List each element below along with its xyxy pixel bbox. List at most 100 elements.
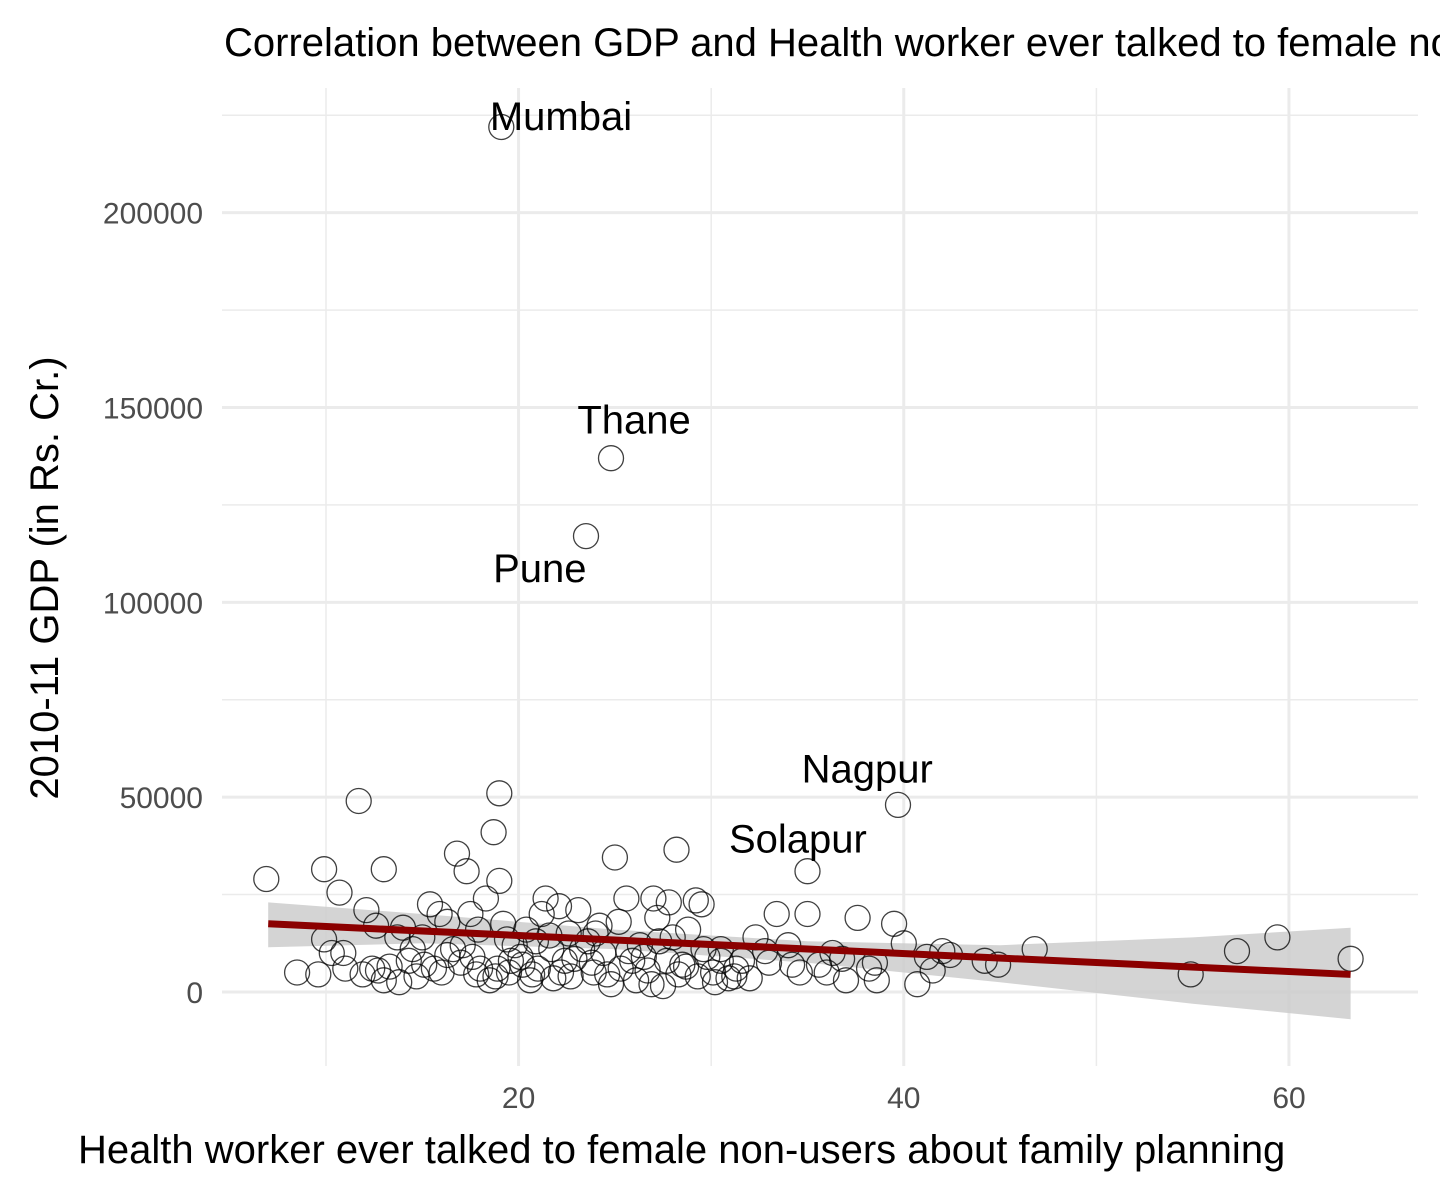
annotation-nagpur: Nagpur [802, 747, 933, 791]
data-point [701, 969, 729, 996]
annotation-mumbai: Mumbai [490, 95, 632, 139]
major-gridlines [222, 88, 1418, 1066]
data-point [653, 947, 681, 974]
data-point [688, 891, 715, 918]
data-point [613, 885, 640, 912]
data-point [682, 887, 709, 914]
x-tick-label: 60 [1272, 1082, 1305, 1115]
data-point [364, 957, 392, 984]
data-point [684, 963, 711, 990]
y-tick-label: 100000 [103, 587, 203, 620]
data-point [318, 939, 345, 967]
data-point [459, 943, 486, 971]
data-point [551, 947, 578, 974]
data-point [561, 945, 588, 972]
data-point [778, 951, 806, 978]
x-tick-label: 20 [502, 1082, 535, 1115]
chart-title: Correlation between GDP and Health worke… [224, 21, 1440, 65]
y-axis-tick-labels: 0 50000 100000 150000 200000 [103, 198, 203, 1010]
data-point [332, 955, 359, 982]
data-point [884, 791, 912, 819]
data-point [844, 904, 871, 932]
data-point [486, 867, 513, 895]
data-point [480, 819, 507, 846]
data-point [721, 963, 748, 990]
data-point [330, 939, 357, 967]
data-point [486, 780, 513, 807]
data-point [690, 935, 717, 963]
trend-line [268, 920, 1351, 978]
annotation-thane: Thane [577, 399, 690, 443]
data-point [638, 971, 665, 998]
data-point [601, 844, 629, 871]
data-point [443, 840, 471, 867]
data-point [310, 856, 338, 883]
data-point [488, 113, 515, 141]
data-point [707, 935, 734, 963]
data-point [605, 908, 632, 935]
data-point [557, 963, 584, 990]
data-point [794, 900, 821, 928]
data-point [253, 865, 280, 893]
data-point [522, 928, 550, 955]
data-point [305, 961, 332, 988]
data-point [426, 900, 453, 928]
data-point [904, 971, 931, 998]
point-annotations: Mumbai Thane Pune Nagpur Solapur [490, 95, 933, 862]
data-point [565, 896, 592, 924]
data-point [1264, 924, 1291, 951]
annotation-pune: Pune [493, 547, 586, 591]
x-axis-tick-labels: 20 40 60 [502, 1082, 1306, 1115]
data-point [509, 951, 536, 978]
data-point [786, 959, 813, 986]
data-point [283, 959, 311, 986]
data-point [607, 955, 634, 982]
data-point [457, 900, 484, 928]
data-point [555, 920, 582, 947]
x-tick-label: 40 [887, 1082, 920, 1115]
data-point [813, 959, 840, 986]
data-point [349, 961, 376, 988]
data-point [376, 953, 403, 980]
data-point [1223, 937, 1251, 965]
data-point [578, 949, 605, 976]
y-axis-title: 2010-11 GDP (in Rs. Cr.) [23, 356, 67, 799]
data-point [482, 963, 509, 990]
data-point [386, 969, 413, 996]
data-point [736, 965, 763, 992]
data-point [416, 891, 444, 918]
data-point [524, 955, 552, 982]
data-point [582, 920, 609, 947]
annotation-solapur: Solapur [729, 818, 867, 862]
data-point [655, 889, 682, 916]
y-tick-label: 200000 [103, 198, 203, 231]
y-tick-label: 0 [186, 977, 203, 1010]
data-point [597, 445, 625, 472]
data-point [420, 955, 448, 982]
data-point [663, 836, 690, 863]
data-point [665, 961, 692, 988]
data-point [493, 926, 521, 953]
y-tick-label: 50000 [120, 782, 203, 815]
data-point [345, 787, 372, 815]
data-point [472, 885, 500, 912]
data-point [399, 935, 426, 963]
data-point [634, 957, 661, 984]
data-point [828, 945, 856, 972]
data-point [929, 937, 956, 965]
data-point [832, 967, 860, 994]
data-point [640, 885, 667, 912]
data-point [794, 858, 821, 885]
data-point [545, 893, 573, 920]
data-point [463, 961, 490, 988]
data-point [370, 856, 397, 883]
data-point [353, 896, 380, 924]
data-point [572, 522, 600, 550]
data-point [518, 961, 546, 988]
data-point [528, 900, 555, 928]
data-point [326, 879, 353, 906]
data-point [763, 900, 790, 928]
data-point [1177, 961, 1204, 988]
